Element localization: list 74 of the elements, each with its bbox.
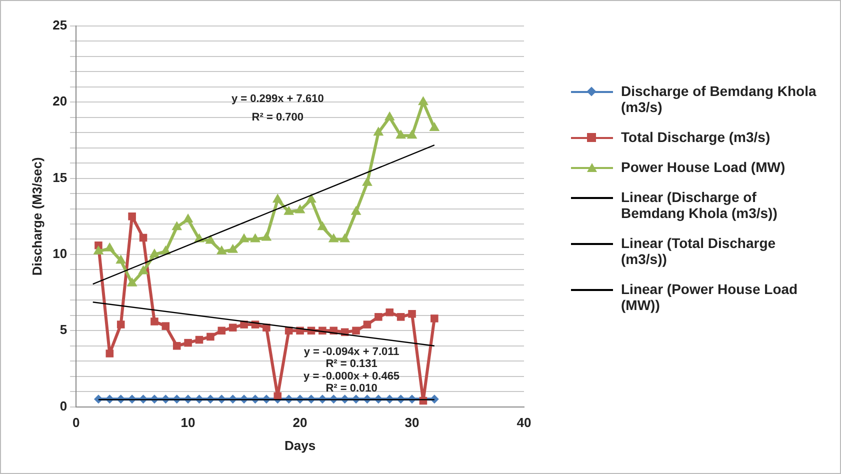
legend-label: Power House Load (MW) [621,159,786,175]
x-tick-label: 0 [72,415,80,430]
point [317,221,328,230]
x-axis-title: Days [284,438,316,453]
annotation: y = -0.094x + 7.011 [304,346,400,358]
point [352,326,360,335]
point [261,232,272,241]
annotation: y = -0.000x + 0.465 [304,370,400,382]
x-tick-label: 30 [404,415,420,430]
point [362,176,372,186]
point [106,350,114,358]
point [386,308,394,316]
point [93,245,104,254]
point [184,338,192,347]
point [116,254,126,264]
point [94,394,103,404]
point [373,126,384,136]
point [430,314,438,322]
point [116,320,125,328]
legend-label: Linear (Power House Load (MW)) [621,281,799,313]
legend-label: Discharge of Bemdang Khola (m3/s) [621,83,818,115]
point [328,233,339,242]
point [195,336,204,344]
point [396,130,406,139]
point [408,310,416,318]
point [238,233,250,242]
legend-label: Total Discharge (m3/s) [621,129,772,145]
point [218,326,226,335]
point [104,242,115,252]
legend-label: Linear (Discharge of Bemdang Khola (m3/s)) [621,189,778,221]
point [172,342,181,350]
y-tick-label: 15 [52,170,68,185]
y-tick-label: 25 [52,18,68,33]
point [128,212,136,220]
y-tick-label: 0 [60,398,68,414]
point [306,194,316,203]
point [396,313,405,321]
annotation: R² = 0.010 [326,382,378,395]
y-tick-label: 20 [52,94,68,109]
point [418,96,428,106]
annotation: R² = 0.700 [252,111,304,124]
annotation: R² = 0.131 [326,358,378,370]
point [406,130,418,139]
point [150,318,158,326]
y-tick-label: 5 [60,322,68,338]
point [340,233,350,242]
y-tick-label: 10 [52,246,68,262]
annotation: y = 0.299x + 7.610 [231,93,324,106]
point [429,122,440,132]
point [363,320,372,328]
point [228,324,237,332]
point [216,245,227,254]
x-tick-label: 40 [516,415,532,430]
point [374,313,382,321]
point [138,265,148,274]
point [172,221,182,230]
y-axis-title: Discharge (M3/sec) [29,157,44,276]
point [350,206,362,215]
point [205,234,216,244]
point [182,213,194,222]
point [294,204,306,214]
legend-label: Linear (Total Discharge (m3/s)) [621,235,777,267]
point [206,332,214,341]
point [228,244,238,253]
point [149,248,160,258]
point [250,233,260,242]
x-tick-label: 10 [180,415,196,430]
point [384,111,395,120]
point [126,277,138,286]
point [284,206,294,215]
x-tick-label: 20 [292,415,308,430]
point [162,322,170,330]
point [272,194,283,203]
point [139,234,148,242]
